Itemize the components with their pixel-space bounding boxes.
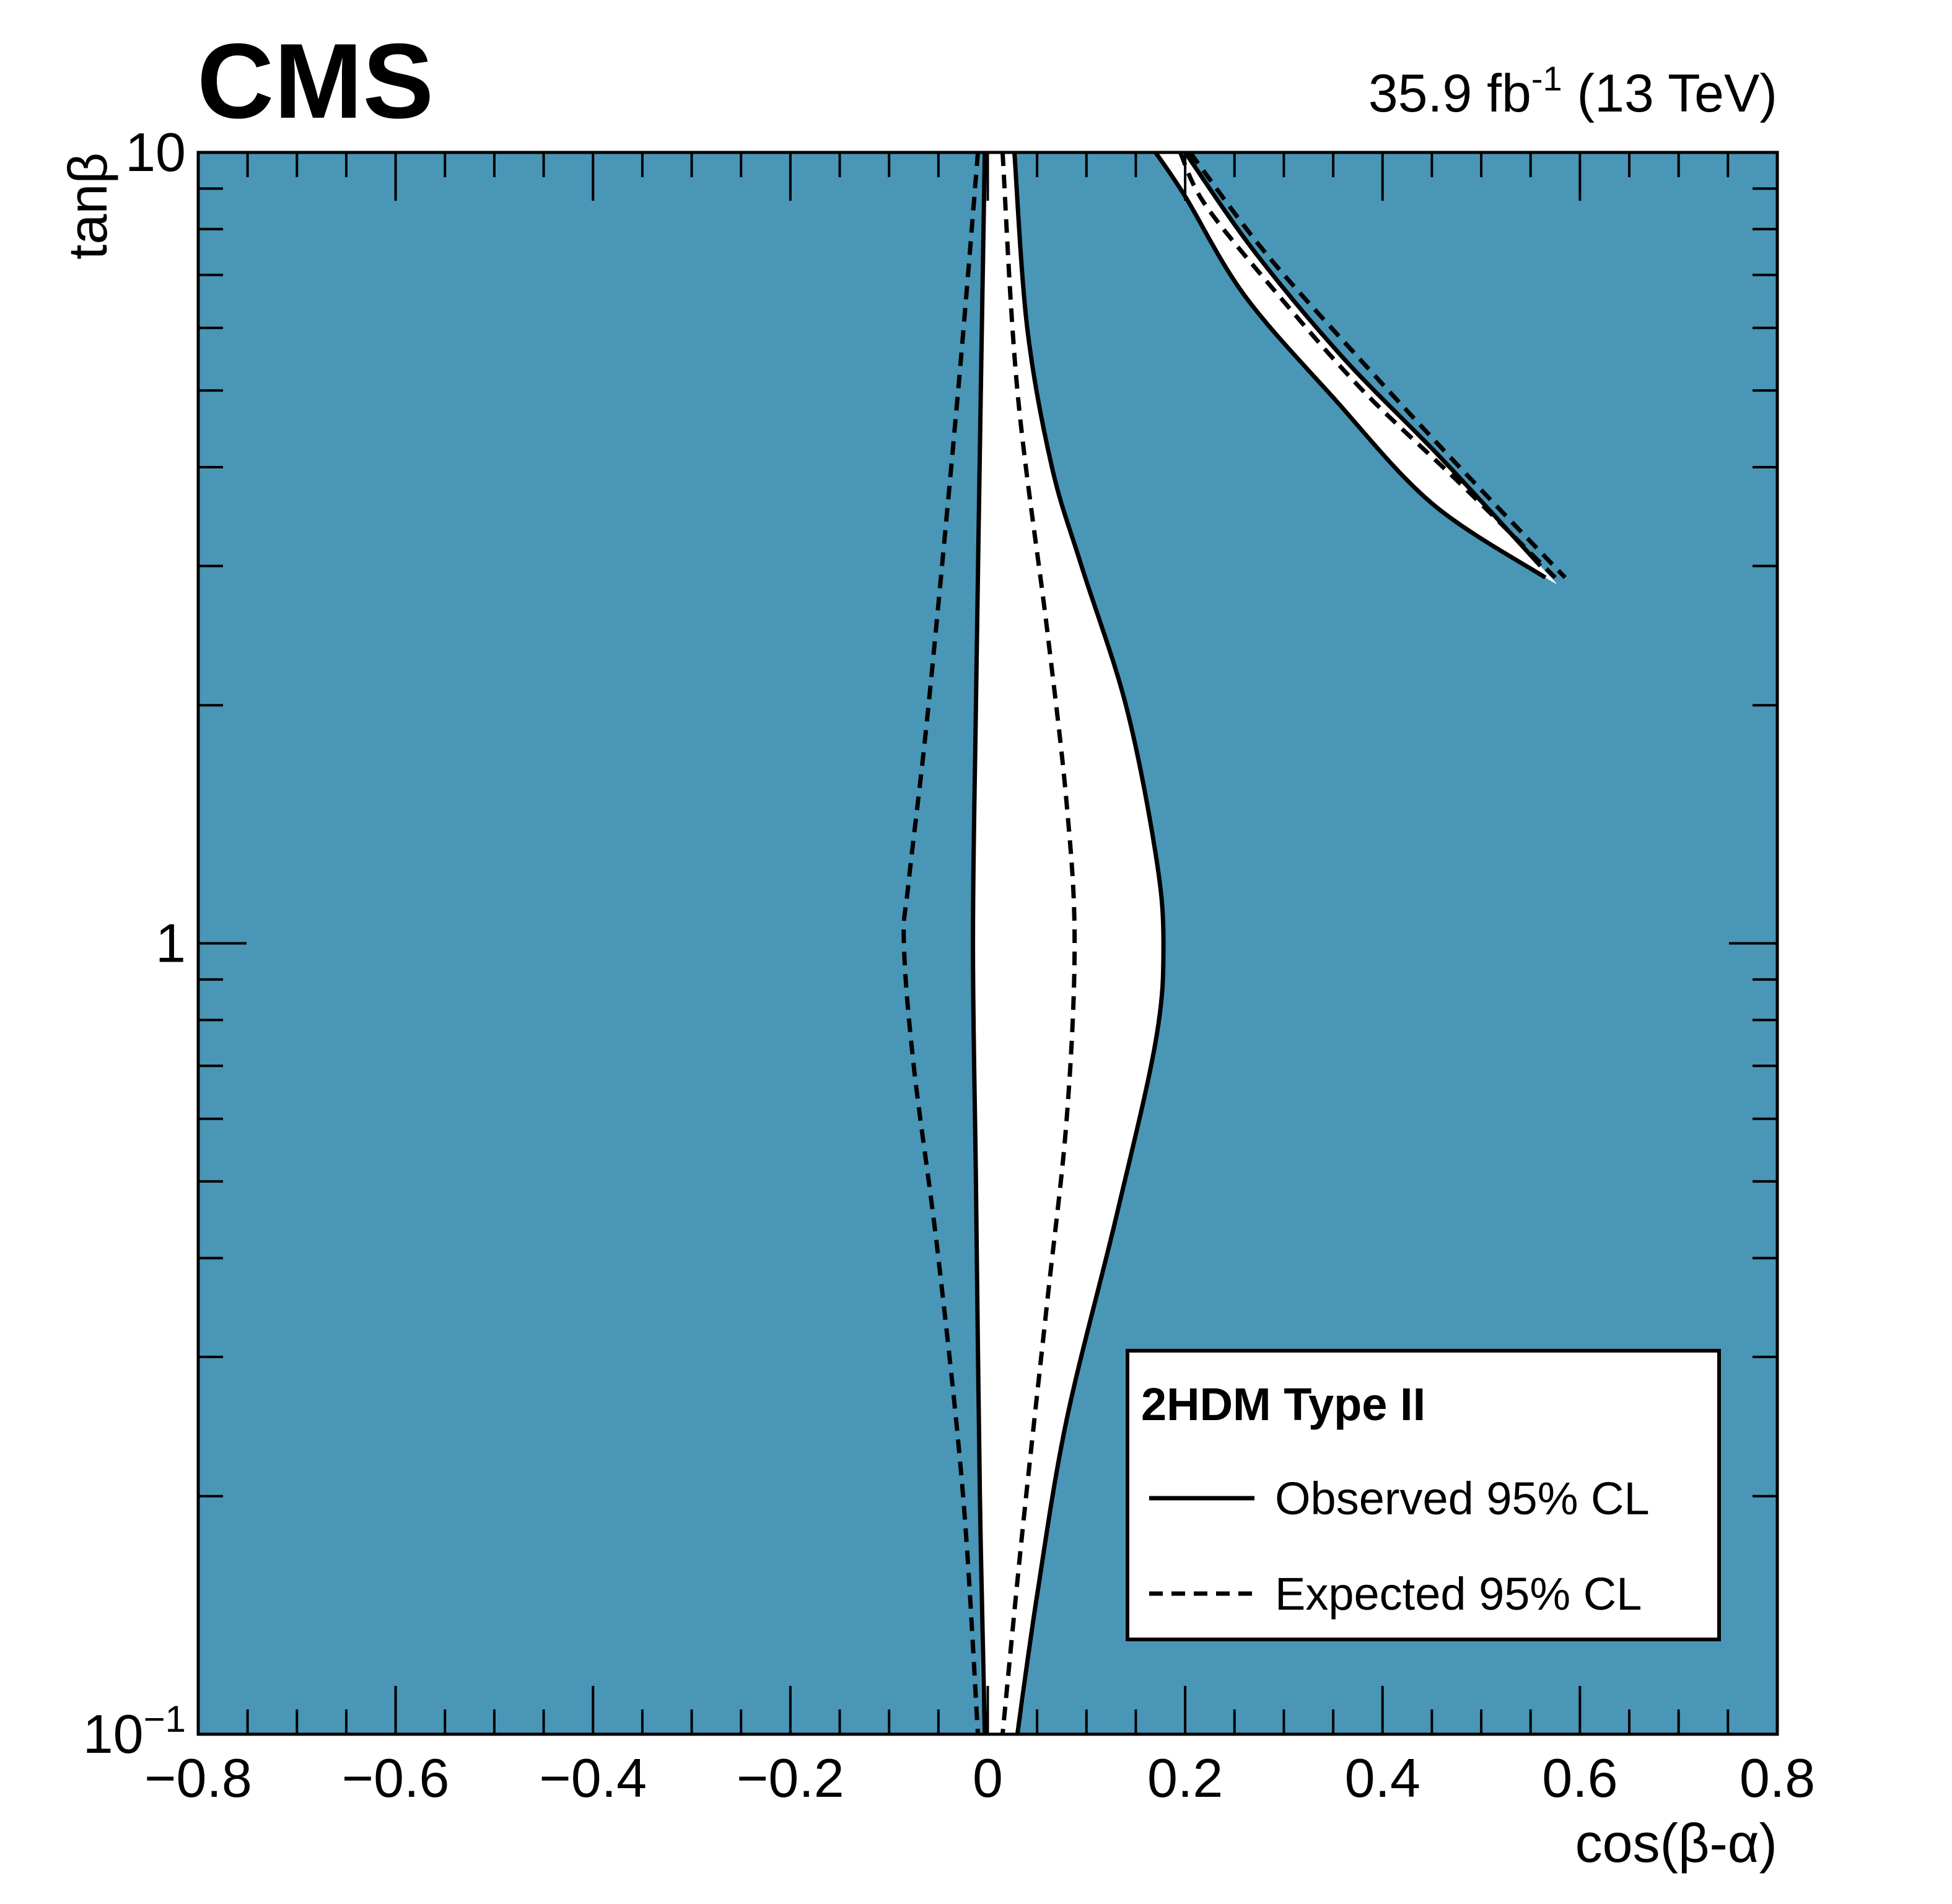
x-tick-label: 0.4: [1345, 1747, 1420, 1809]
legend-title: 2HDM Type II: [1141, 1379, 1425, 1430]
legend-label-observed: Observed 95% CL: [1275, 1473, 1650, 1524]
x-tick-label: 0.6: [1542, 1747, 1617, 1809]
experiment-label: CMS: [197, 22, 434, 141]
y-tick-label: 10: [125, 121, 186, 183]
legend-box: [1126, 1349, 1721, 1641]
expected-contour-central-right: [1000, 152, 1077, 1734]
x-axis-label: cos(β-α): [1575, 1812, 1777, 1874]
legend-label-expected: Expected 95% CL: [1275, 1568, 1642, 1620]
x-tick-label: −0.4: [539, 1747, 647, 1809]
x-tick-label: −0.6: [342, 1747, 450, 1809]
plot-frame: [196, 151, 1779, 1736]
x-tick-label: 0.2: [1147, 1747, 1223, 1809]
observed-contour-central-right: [1012, 152, 1166, 1734]
y-tick-label: 1: [155, 913, 186, 974]
legend: 2HDM Type II Observed 95% CL Expected 95…: [1126, 1349, 1721, 1641]
x-tick-label: −0.8: [144, 1747, 252, 1809]
observed-contour-upper-outer: [1183, 152, 1543, 568]
x-tick-label: −0.2: [737, 1747, 844, 1809]
luminosity-label: 35.9 fb-1 (13 TeV): [1368, 59, 1777, 123]
x-tick-labels: −0.8 −0.6 −0.4 −0.2 0 0.2 0.4 0.6 0.8: [144, 1747, 1815, 1809]
observed-contour-central-left: [971, 152, 987, 1734]
x-tick-label: 0.8: [1740, 1747, 1815, 1809]
expected-contour-central-left: [901, 152, 981, 1734]
y-tick-labels: 10−1 1 10: [83, 121, 186, 1765]
allowed-region-central: [973, 152, 1164, 1734]
x-tick-label: 0: [973, 1747, 1003, 1809]
y-axis-label: tanβ: [57, 152, 118, 260]
y-tick-label: 10−1: [83, 1698, 186, 1765]
